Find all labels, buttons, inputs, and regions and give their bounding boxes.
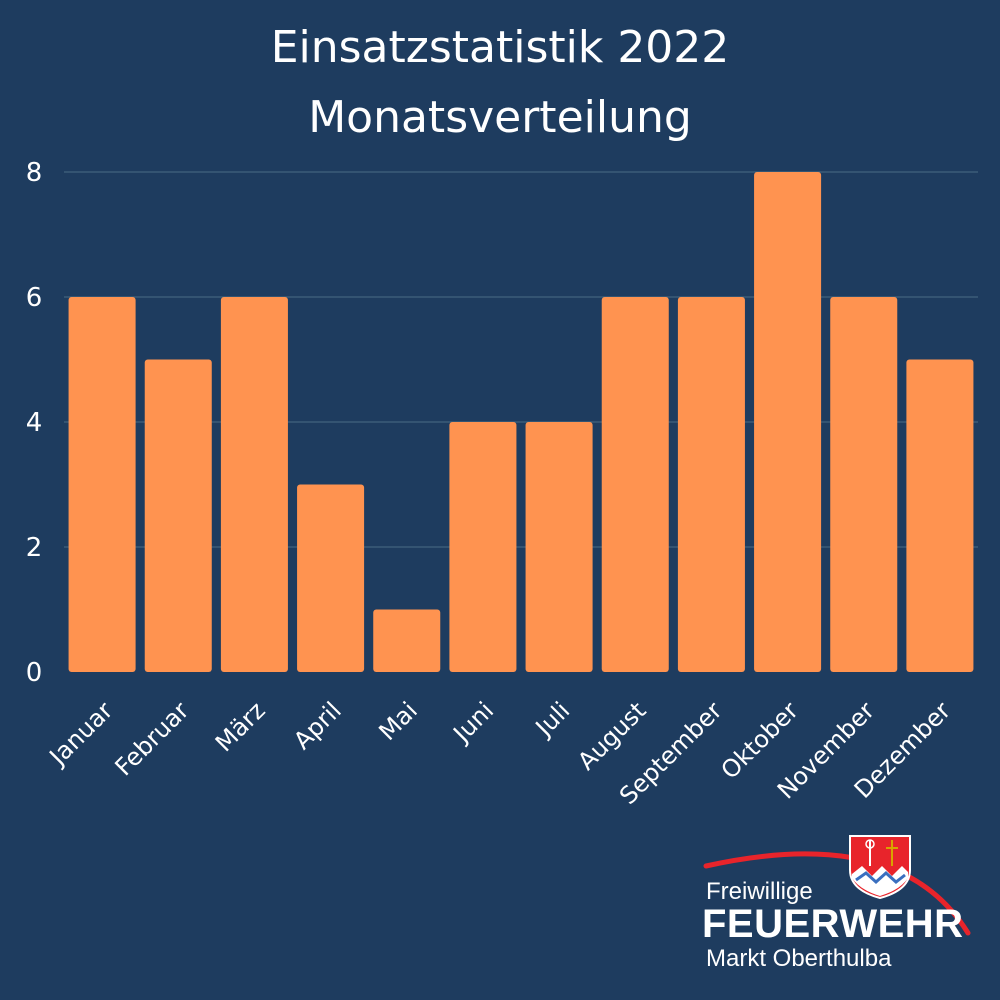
bar-april — [297, 484, 365, 672]
chart-title-line-2: Monatsverteilung — [308, 92, 692, 143]
bar-september — [677, 297, 745, 672]
bar-dezember — [906, 359, 974, 672]
bar-märz — [220, 297, 288, 672]
bar-august — [601, 297, 669, 672]
y-tick-label: 0 — [26, 658, 43, 688]
y-tick-label: 8 — [26, 158, 43, 188]
y-tick-label: 6 — [26, 283, 43, 313]
x-tick-label: Mai — [373, 696, 423, 746]
chart-title-line-1: Einsatzstatistik 2022 — [271, 22, 730, 73]
logo-line-freiwillige: Freiwillige — [706, 878, 813, 905]
bar-juni — [449, 422, 517, 672]
coat-of-arms-icon — [849, 835, 911, 900]
feuerwehr-logo: Freiwillige FEUERWEHR Markt Oberthulba — [700, 828, 990, 988]
logo-graphic — [703, 835, 971, 936]
x-tick-label: April — [288, 696, 347, 755]
bar-januar — [68, 297, 136, 672]
x-tick-label: Februar — [110, 696, 195, 781]
gridlines — [64, 171, 978, 548]
bar-februar — [144, 359, 212, 672]
bar-oktober — [754, 172, 822, 672]
x-tick-label: Juli — [529, 696, 575, 742]
chart-title: Einsatzstatistik 2022 Monatsverteilung — [271, 22, 730, 143]
logo-line-location: Markt Oberthulba — [706, 945, 892, 972]
x-tick-label: Juni — [447, 696, 499, 748]
y-tick-label: 4 — [26, 408, 43, 438]
bar-november — [830, 297, 898, 672]
bars — [68, 172, 974, 672]
bar-juli — [525, 422, 593, 672]
y-tick-label: 2 — [26, 533, 43, 563]
bar-mai — [373, 609, 441, 672]
logo-line-feuerwehr: FEUERWEHR — [702, 902, 964, 946]
x-tick-label: Januar — [43, 696, 119, 772]
y-axis-ticks: 0 2 4 6 8 — [26, 158, 43, 688]
x-tick-label: März — [210, 696, 271, 757]
